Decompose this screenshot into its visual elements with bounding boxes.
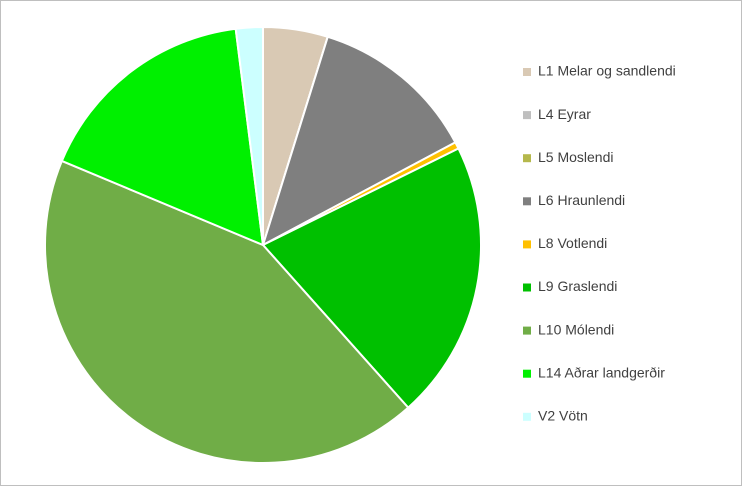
legend-label: V2 Vötn	[538, 408, 588, 424]
legend-swatch	[523, 240, 531, 249]
legend-label: L1 Melar og sandlendi	[538, 63, 676, 79]
legend-swatch	[523, 412, 531, 421]
pie-slice	[234, 25, 264, 246]
pie-slice	[261, 147, 482, 410]
legend-swatch	[523, 369, 531, 378]
legend-label: L5 Moslendi	[538, 149, 614, 165]
pie-slice	[44, 159, 410, 464]
pie-slice	[261, 35, 457, 248]
legend-label: L10 Mólendi	[538, 321, 614, 337]
legend-label: L8 Votlendi	[538, 235, 607, 251]
legend-swatch	[523, 111, 531, 120]
legend-swatch	[523, 326, 531, 335]
legend-label: L4 Eyrar	[538, 106, 591, 122]
legend-swatch	[523, 283, 531, 292]
legend-label: L14 Aðrar landgerðir	[538, 364, 665, 380]
legend-label: L9 Graslendi	[538, 278, 617, 294]
legend-swatch	[523, 197, 531, 206]
legend-swatch	[523, 154, 531, 163]
legend-swatch	[523, 68, 531, 76]
pie-slice	[60, 27, 265, 247]
legend-label: L6 Hraunlendi	[538, 192, 625, 208]
